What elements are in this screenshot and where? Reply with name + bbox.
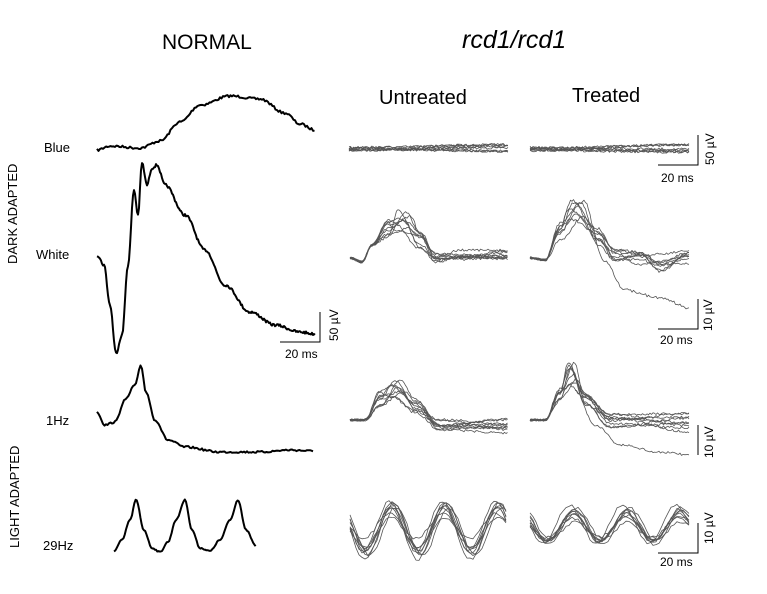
treated-29hz-trace-7: [529, 520, 690, 542]
normal-white-trace: [96, 162, 316, 355]
untreated-blue-trace-8: [349, 143, 509, 150]
treated-heading: Treated: [572, 85, 641, 107]
treated-white-outlier-trace: [589, 229, 690, 310]
untreated-29hz-trace-6: [349, 507, 507, 557]
untreated-29hz-trace-7: [349, 500, 507, 552]
29hz-scale-x-label: 20 ms: [660, 555, 693, 569]
treated-1hz-trace-9: [529, 368, 690, 421]
normal-heading: NORMAL: [162, 31, 252, 54]
row-label-1hz: 1Hz: [46, 413, 70, 428]
untreated-1hz-trace-9: [349, 385, 508, 430]
row-label-blue: Blue: [44, 140, 71, 155]
untreated-1hz-trace-8: [349, 391, 508, 426]
treated-1hz-trace-7: [530, 361, 690, 429]
normal-scale-bar: [280, 312, 321, 343]
white-scale-x-label: 20 ms: [660, 333, 693, 347]
white-scale-bar: [658, 299, 699, 330]
untreated-29hz-trace-2: [349, 506, 507, 561]
normal-scale-x-label: 20 ms: [285, 347, 318, 361]
treated-blue-trace-7: [529, 148, 690, 154]
untreated-white-trace-9: [349, 217, 508, 264]
row-label-white: White: [36, 247, 70, 262]
treated-blue-trace-4: [530, 149, 690, 154]
untreated-blue-trace-7: [348, 146, 509, 153]
rcd1-heading: rcd1/rcd1: [462, 26, 567, 54]
treated-white-trace-3: [529, 199, 690, 266]
untreated-white-trace-8: [349, 211, 508, 263]
blue-scale-bar: [658, 135, 699, 166]
row-label-29hz: 29Hz: [43, 538, 74, 553]
treated-white-trace-4: [529, 213, 690, 262]
untreated-1hz-trace-6: [349, 395, 508, 429]
treated-blue-trace-8: [529, 145, 690, 151]
treated-1hz-outlier-trace: [574, 389, 690, 456]
untreated-1hz-trace-2: [349, 391, 508, 435]
normal-1hz-trace: [96, 364, 314, 454]
normal-29hz-trace: [113, 498, 257, 553]
treated-1hz-trace-8: [529, 382, 690, 424]
treated-blue-trace-5: [529, 147, 690, 152]
blue-scale-x-label: 20 ms: [661, 171, 694, 185]
treated-29hz-trace-2: [529, 504, 690, 545]
29hz-scale-bar: [658, 523, 699, 554]
untreated-29hz-trace-8: [349, 505, 507, 554]
treated-white-trace-8: [529, 202, 690, 267]
treated-29hz-trace-9: [529, 508, 690, 542]
untreated-white-trace-5: [349, 215, 508, 264]
normal-blue-trace: [96, 94, 315, 152]
untreated-blue-trace-5: [348, 147, 509, 153]
treated-29hz-trace-5: [529, 509, 690, 546]
untreated-heading: Untreated: [379, 87, 467, 109]
treated-white-trace-7: [529, 202, 690, 264]
treated-white-trace-6: [529, 199, 690, 273]
treated-1hz-trace-4: [529, 367, 690, 429]
untreated-29hz-trace-5: [349, 502, 507, 556]
untreated-29hz-trace-9: [349, 504, 507, 550]
